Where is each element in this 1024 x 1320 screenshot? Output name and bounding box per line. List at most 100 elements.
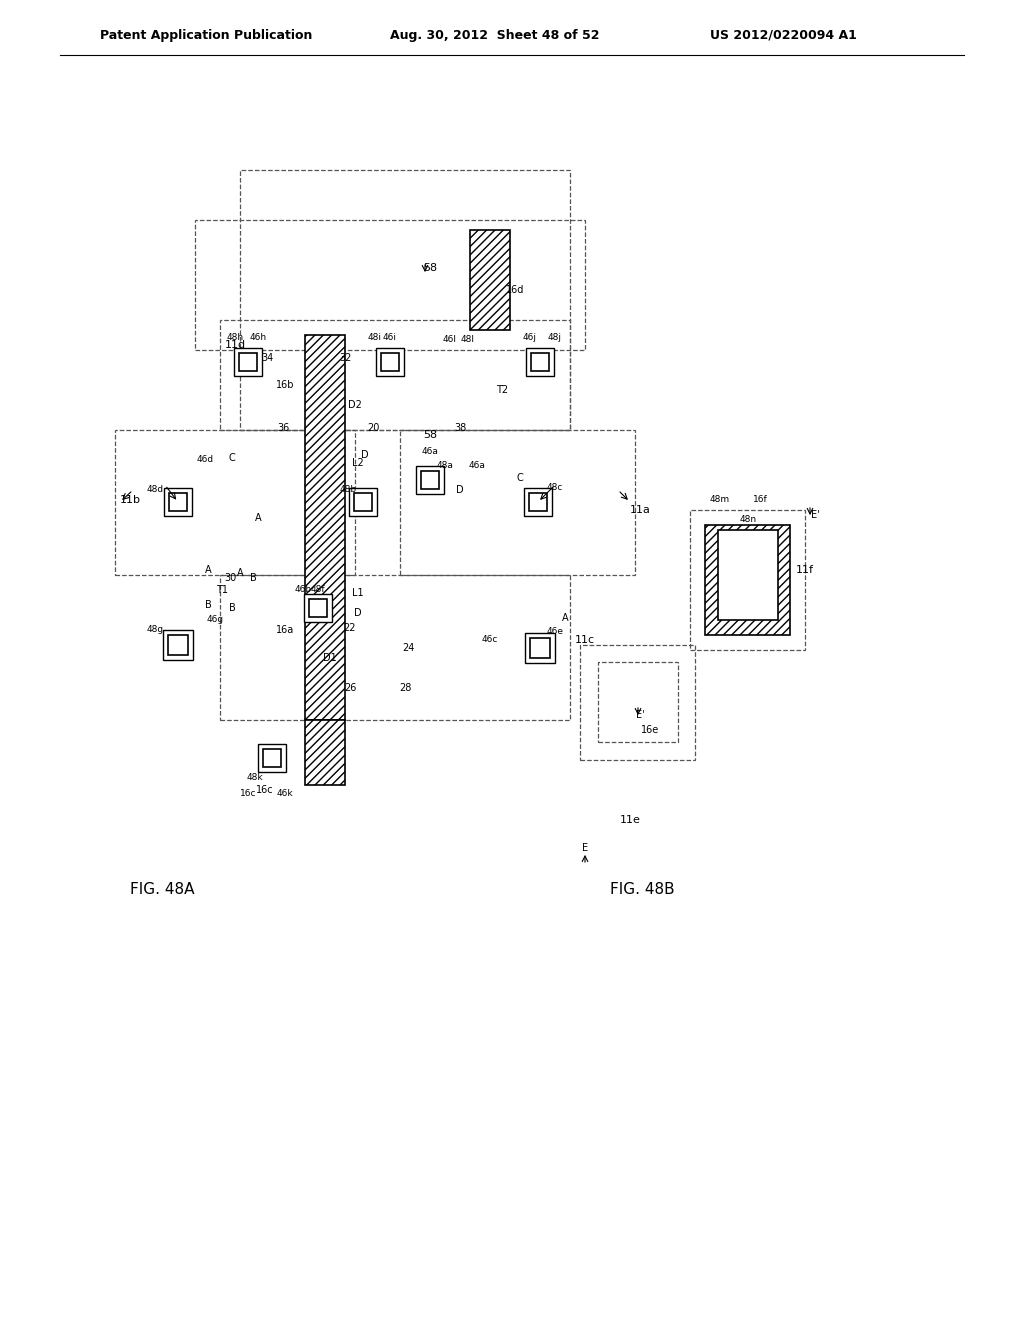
Text: C: C (517, 473, 523, 483)
Bar (305, 719, 345, 785)
Bar (705, 525, 790, 635)
Text: 16c: 16c (256, 785, 273, 795)
Text: 28: 28 (398, 682, 412, 693)
Bar (718, 531, 778, 620)
Text: 34: 34 (261, 352, 273, 363)
Bar (470, 230, 510, 330)
Bar (400, 430, 635, 576)
Text: 46e: 46e (547, 627, 563, 636)
Text: Aug. 30, 2012  Sheet 48 of 52: Aug. 30, 2012 Sheet 48 of 52 (390, 29, 599, 41)
Text: A: A (562, 612, 568, 623)
Bar (258, 744, 286, 772)
Text: 46a: 46a (422, 447, 438, 457)
Text: D1: D1 (324, 653, 337, 663)
Bar (354, 492, 372, 511)
Bar (169, 492, 187, 511)
Bar (164, 488, 193, 516)
Text: D: D (354, 609, 361, 618)
Bar (234, 348, 262, 376)
Text: L1: L1 (352, 587, 364, 598)
Text: 32: 32 (339, 352, 351, 363)
Text: B: B (205, 601, 211, 610)
Bar (304, 594, 332, 622)
Bar (525, 634, 555, 663)
Text: 11d: 11d (225, 341, 246, 350)
Text: E: E (582, 843, 588, 853)
Text: 16e: 16e (641, 725, 659, 735)
Text: D2: D2 (348, 400, 361, 411)
Bar (163, 630, 193, 660)
Bar (305, 335, 345, 719)
Text: 26: 26 (344, 682, 356, 693)
Text: 48n: 48n (739, 516, 757, 524)
Text: 48k: 48k (247, 774, 263, 783)
Bar (168, 635, 188, 655)
Text: 11e: 11e (620, 814, 640, 825)
Bar (526, 348, 554, 376)
Text: 48c: 48c (547, 483, 563, 491)
Text: 38: 38 (454, 422, 466, 433)
Text: T1: T1 (216, 585, 228, 595)
Text: Patent Application Publication: Patent Application Publication (100, 29, 312, 41)
Bar (349, 488, 377, 516)
Text: 16d: 16d (506, 285, 524, 294)
Text: 48m: 48m (710, 495, 730, 504)
Bar (220, 319, 570, 430)
Text: US 2012/0220094 A1: US 2012/0220094 A1 (710, 29, 857, 41)
Bar (529, 492, 547, 511)
Text: 46d: 46d (197, 455, 214, 465)
Text: 36: 36 (276, 422, 289, 433)
Bar (115, 430, 355, 576)
Bar (531, 352, 549, 371)
Text: A: A (237, 568, 244, 578)
Text: L2: L2 (352, 458, 364, 469)
Text: A: A (205, 565, 211, 576)
Text: 46g: 46g (207, 615, 223, 624)
Text: 16b: 16b (275, 380, 294, 389)
Text: 48a: 48a (436, 461, 454, 470)
Text: 48h: 48h (226, 333, 244, 342)
Text: 46k: 46k (276, 788, 293, 797)
Bar (220, 576, 570, 719)
Text: 24: 24 (401, 643, 414, 653)
Bar (376, 348, 404, 376)
Bar (240, 170, 570, 430)
Bar (195, 220, 585, 350)
Text: 58: 58 (423, 430, 437, 440)
Text: 22: 22 (344, 623, 356, 634)
Text: 46i: 46i (383, 333, 397, 342)
Bar (690, 510, 805, 649)
Text: 11f: 11f (796, 565, 814, 576)
Bar (381, 352, 399, 371)
Text: 20: 20 (367, 422, 379, 433)
Bar (239, 352, 257, 371)
Text: B: B (250, 573, 256, 583)
Text: D: D (456, 484, 464, 495)
Text: 16a: 16a (275, 624, 294, 635)
Text: 46h: 46h (250, 333, 266, 342)
Text: E': E' (636, 710, 644, 719)
Text: 16c: 16c (240, 788, 256, 797)
Text: 11b: 11b (120, 495, 141, 506)
Text: 48d: 48d (146, 486, 164, 495)
Text: 48b: 48b (339, 486, 356, 495)
Bar (309, 599, 327, 616)
Text: 48l: 48l (461, 335, 475, 345)
Text: E': E' (811, 510, 819, 520)
Text: 30: 30 (224, 573, 237, 583)
Bar (580, 645, 695, 760)
Text: 46a: 46a (469, 461, 485, 470)
Bar (416, 466, 444, 494)
Text: B: B (228, 603, 236, 612)
Bar (598, 663, 678, 742)
Text: 46l: 46l (443, 335, 457, 345)
Text: 16f: 16f (753, 495, 767, 504)
Text: D: D (361, 450, 369, 459)
Text: 48j: 48j (548, 333, 562, 342)
Text: 48i: 48i (368, 333, 382, 342)
Bar (524, 488, 552, 516)
Text: 58: 58 (423, 263, 437, 273)
Text: 46b: 46b (295, 586, 311, 594)
Bar (530, 638, 550, 657)
Text: C: C (228, 453, 236, 463)
